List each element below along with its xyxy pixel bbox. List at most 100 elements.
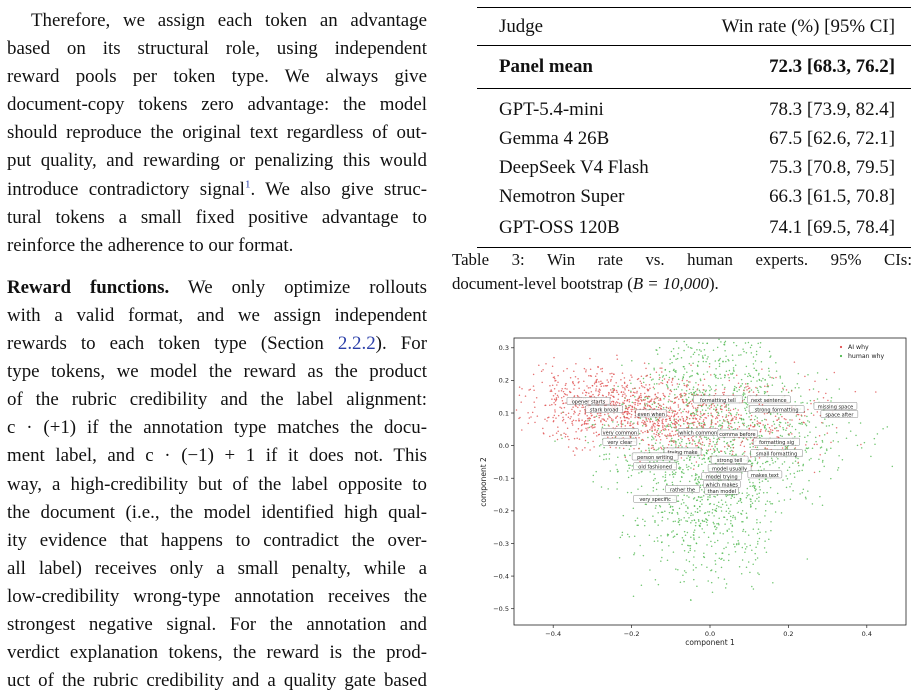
annotation-label: which common bbox=[679, 430, 717, 436]
scatter-point bbox=[722, 418, 725, 421]
scatter-point bbox=[681, 415, 683, 418]
body-text: Therefore, we assign each token an advan… bbox=[7, 7, 427, 695]
scatter-point bbox=[703, 348, 706, 351]
scatter-point bbox=[577, 381, 580, 384]
scatter-point bbox=[604, 413, 606, 416]
scatter-point bbox=[699, 486, 702, 489]
scatter-point bbox=[824, 452, 826, 454]
scatter-point bbox=[789, 419, 791, 421]
scatter-point bbox=[584, 394, 587, 396]
scatter-point bbox=[732, 359, 734, 362]
scatter-point bbox=[760, 428, 762, 431]
scatter-point bbox=[708, 511, 711, 513]
scatter-point bbox=[749, 443, 751, 445]
scatter-point bbox=[717, 412, 720, 414]
scatter-point bbox=[648, 449, 650, 451]
scatter-point bbox=[703, 412, 706, 415]
scatter-point bbox=[609, 380, 612, 382]
scatter-point bbox=[827, 399, 829, 402]
table-header-cell: Win rate (%) [95% CI] bbox=[683, 7, 911, 46]
footnote-link[interactable]: 1 bbox=[244, 178, 251, 191]
scatter-point bbox=[692, 386, 695, 388]
scatter-point bbox=[752, 426, 754, 428]
scatter-point bbox=[617, 398, 619, 401]
scatter-point bbox=[708, 503, 711, 505]
scatter-point bbox=[553, 398, 556, 400]
scatter-point bbox=[739, 417, 741, 420]
scatter-point bbox=[598, 445, 601, 447]
scatter-point bbox=[598, 393, 600, 396]
scatter-point bbox=[560, 412, 563, 414]
annotation-label: strong tell bbox=[717, 458, 742, 464]
scatter-point bbox=[600, 486, 603, 488]
scatter-point bbox=[593, 383, 596, 385]
scatter-point bbox=[682, 400, 684, 402]
scatter-point bbox=[662, 428, 664, 431]
scatter-point bbox=[769, 413, 772, 416]
scatter-point bbox=[709, 389, 711, 392]
scatter-point bbox=[669, 363, 671, 365]
scatter-point bbox=[626, 398, 629, 401]
scatter-point bbox=[746, 389, 748, 391]
scatter-point bbox=[746, 426, 748, 428]
scatter-point bbox=[673, 402, 675, 405]
annotation-box bbox=[813, 402, 858, 410]
scatter-point bbox=[655, 482, 658, 485]
scatter-point bbox=[696, 372, 699, 375]
scatter-point bbox=[696, 349, 698, 351]
scatter-point bbox=[693, 456, 696, 459]
scatter-point bbox=[598, 391, 601, 393]
scatter-point bbox=[688, 459, 691, 461]
scatter-point bbox=[728, 528, 730, 530]
scatter-point bbox=[672, 369, 675, 372]
y-tick-label: 0.0 bbox=[499, 442, 509, 450]
scatter-point bbox=[740, 354, 742, 356]
scatter-point bbox=[705, 389, 707, 391]
para1-line: reinforce the adherence to our format. bbox=[7, 234, 294, 256]
x-tick-label: −0.4 bbox=[545, 630, 561, 638]
scatter-point bbox=[703, 531, 705, 534]
scatter-point bbox=[735, 418, 737, 420]
para2-line: strongest negative signal. For the annot… bbox=[7, 613, 427, 635]
scatter-point bbox=[784, 446, 787, 448]
scatter-point bbox=[733, 341, 735, 344]
scatter-point bbox=[737, 421, 740, 424]
scatter-point bbox=[729, 373, 732, 375]
scatter-point bbox=[636, 392, 638, 394]
scatter-point bbox=[677, 438, 680, 441]
scatter-point bbox=[721, 408, 723, 411]
scatter-point bbox=[666, 437, 668, 440]
scatter-point bbox=[671, 471, 674, 473]
scatter-point bbox=[731, 426, 733, 429]
scatter-point bbox=[746, 494, 749, 497]
scatter-point bbox=[699, 522, 702, 525]
scatter-point bbox=[606, 379, 608, 381]
scatter-point bbox=[876, 433, 879, 435]
scatter-point bbox=[769, 356, 771, 358]
scatter-point bbox=[741, 492, 744, 495]
scatter-point bbox=[742, 392, 745, 394]
scatter-point bbox=[675, 568, 677, 570]
scatter-point bbox=[687, 396, 690, 399]
scatter-point bbox=[667, 428, 670, 431]
scatter-point bbox=[626, 491, 629, 494]
scatter-point bbox=[782, 427, 784, 429]
scatter-point bbox=[750, 418, 753, 421]
scatter-point bbox=[702, 470, 705, 472]
annotation-box bbox=[602, 437, 638, 446]
scatter-point bbox=[709, 386, 712, 388]
scatter-point bbox=[520, 401, 522, 403]
scatter-point bbox=[657, 434, 659, 437]
scatter-point bbox=[739, 499, 742, 502]
scatter-point bbox=[740, 498, 742, 500]
scatter-point bbox=[669, 393, 671, 395]
scatter-point bbox=[711, 591, 714, 594]
scatter-point bbox=[566, 367, 568, 370]
scatter-point bbox=[694, 474, 697, 477]
section-link[interactable]: 2.2.2 bbox=[337, 333, 376, 355]
scatter-point bbox=[713, 408, 715, 411]
scatter-point bbox=[628, 417, 630, 420]
scatter-point bbox=[642, 422, 645, 424]
annotation-label: very specific bbox=[639, 497, 671, 503]
scatter-point bbox=[808, 459, 811, 461]
